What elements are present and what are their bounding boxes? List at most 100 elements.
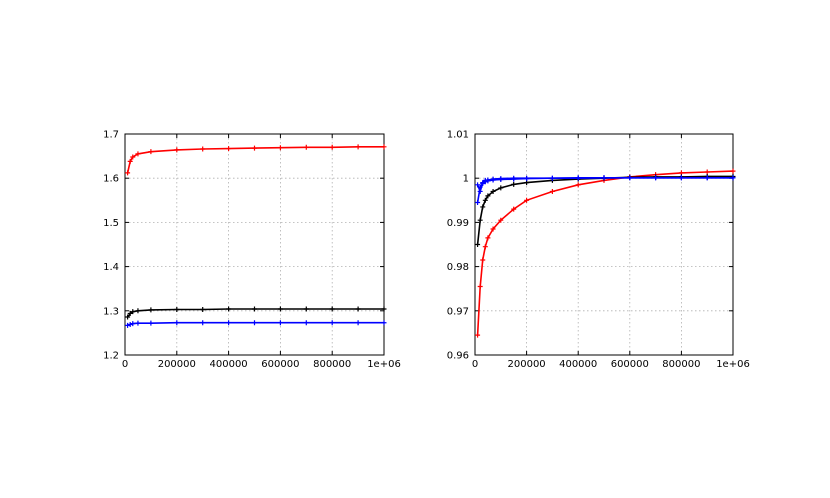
x-tick-label: 200000: [158, 359, 196, 370]
data-point: [575, 182, 581, 188]
data-point: [485, 235, 491, 241]
data-point: [475, 182, 481, 188]
data-point: [329, 320, 335, 326]
y-tick-label: 1.6: [103, 174, 119, 185]
x-tick-label: 200000: [508, 359, 546, 370]
x-tick-label: 800000: [313, 359, 351, 370]
right-chart: 0 200000 400000 600000 800000 1e+06 0.96 0.97 0.…: [447, 130, 750, 371]
data-point: [303, 144, 309, 150]
y-tick-label: 1.7: [103, 130, 119, 141]
data-point: [678, 175, 684, 181]
data-point: [477, 283, 483, 289]
left-chart: 0 200000 400000 600000 800000 1e+06 1.2 1.3 1.4 1…: [103, 130, 401, 371]
x-tick-label: 1e+06: [367, 359, 401, 370]
y-tick-label: 1.5: [103, 218, 119, 229]
data-point: [303, 306, 309, 312]
y-tick-label: 1: [463, 174, 469, 185]
series-line: [476, 175, 733, 245]
data-point: [730, 175, 736, 181]
data-point: [355, 144, 361, 150]
data-point: [601, 175, 607, 181]
data-point: [226, 146, 232, 152]
data-point: [477, 217, 483, 223]
data-point: [174, 306, 180, 312]
data-point: [704, 175, 710, 181]
data-point: [730, 168, 736, 174]
data-point: [485, 193, 491, 199]
x-tick-label: 600000: [261, 359, 299, 370]
data-point: [482, 197, 488, 203]
data-point: [480, 180, 486, 186]
data-point: [485, 177, 491, 183]
data-point: [130, 321, 136, 327]
y-tick-label: 0.99: [447, 218, 469, 229]
data-point: [148, 320, 154, 326]
x-tick-label: 0: [122, 359, 128, 370]
data-point: [174, 320, 180, 326]
data-point: [200, 320, 206, 326]
data-point: [125, 322, 131, 328]
data-point: [475, 332, 481, 338]
data-point: [480, 257, 486, 263]
data-point: [127, 158, 133, 164]
data-point: [303, 320, 309, 326]
series-line: [126, 308, 384, 318]
x-tick-label: 800000: [662, 359, 700, 370]
x-tick-label: 400000: [210, 359, 248, 370]
data-point: [498, 217, 504, 223]
data-point: [704, 169, 710, 175]
plot-frame: [474, 133, 734, 356]
data-point: [381, 306, 387, 312]
data-point: [627, 175, 633, 181]
data-point: [127, 310, 133, 316]
data-point: [482, 244, 488, 250]
data-point: [477, 188, 483, 194]
data-point: [549, 175, 555, 181]
data-point: [135, 151, 141, 157]
data-point: [277, 145, 283, 151]
data-point: [511, 175, 517, 181]
data-point: [148, 307, 154, 313]
data-point: [490, 188, 496, 194]
data-point: [355, 306, 361, 312]
data-point: [480, 204, 486, 210]
data-point: [524, 197, 530, 203]
data-point: [252, 145, 257, 151]
data-point: [125, 314, 131, 320]
data-point: [381, 320, 387, 326]
data-point: [653, 175, 659, 181]
data-point: [524, 175, 530, 181]
series-line: [126, 146, 384, 174]
y-tick-label: 0.97: [447, 306, 469, 317]
y-tick-label: 1.4: [103, 262, 119, 273]
data-point: [475, 200, 481, 206]
y-tick-label: 0.96: [447, 351, 469, 362]
x-tick-label: 1e+06: [716, 359, 750, 370]
data-point: [575, 175, 581, 181]
data-point: [498, 176, 504, 182]
y-tick-label: 0.98: [447, 262, 469, 273]
data-point: [125, 170, 131, 176]
data-point: [226, 320, 232, 326]
data-point: [127, 322, 133, 328]
data-point: [130, 154, 136, 160]
data-point: [329, 306, 335, 312]
data-point: [511, 206, 517, 212]
data-point: [475, 242, 481, 247]
plot-frame: [124, 133, 385, 356]
data-point: [329, 144, 335, 150]
data-point: [549, 188, 555, 194]
data-point: [130, 309, 136, 315]
data-point: [200, 146, 206, 152]
x-tick-label: 600000: [611, 359, 649, 370]
data-point: [355, 320, 361, 326]
data-point: [277, 320, 283, 326]
y-tick-label: 1.3: [103, 306, 119, 317]
data-point: [277, 306, 283, 312]
data-point: [252, 306, 257, 312]
data-point: [490, 226, 496, 232]
data-point: [226, 306, 232, 312]
x-tick-label: 400000: [559, 359, 597, 370]
x-tick-label: 0: [472, 359, 478, 370]
